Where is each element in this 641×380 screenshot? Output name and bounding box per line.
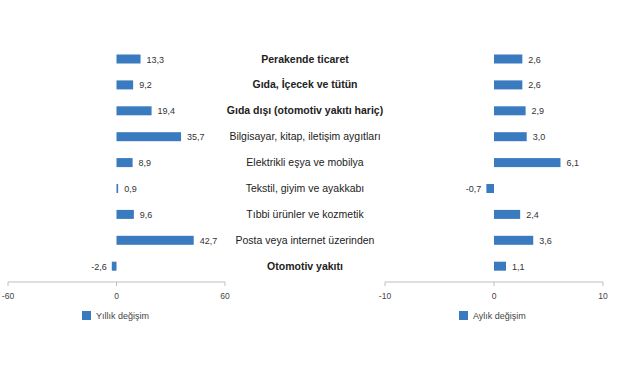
bar: [117, 184, 119, 193]
bar: [494, 210, 520, 219]
category-label: Tıbbi ürünler ve kozmetik: [246, 208, 364, 220]
data-label: 13,3: [147, 55, 165, 65]
data-label: 19,4: [158, 106, 176, 116]
data-label: 2,9: [532, 106, 545, 116]
category-label: Posta veya internet üzerinden: [236, 234, 375, 246]
data-labels: 13,3 9,2 19,4 35,7 8,9 0,9 9,6 42,7 -2,6: [91, 55, 217, 272]
data-label: 6,1: [566, 158, 579, 168]
tick: [385, 282, 386, 286]
panel: -10 0 10 2,6 2,6 2,9 3,0 6,1 -0,7 2,4 3,6 1,1 Aylık …: [379, 55, 608, 322]
bar: [117, 210, 134, 219]
bar: [494, 158, 560, 167]
bar: [494, 132, 527, 141]
bar: [112, 262, 117, 271]
data-label: -2,6: [91, 262, 107, 272]
legend-label: Aylık değişim: [473, 311, 526, 321]
data-label: 0,9: [124, 184, 137, 194]
bar: [117, 55, 141, 64]
data-label: 2,4: [526, 210, 539, 220]
bars: [486, 55, 560, 271]
tick: [494, 282, 495, 286]
category-label: Gıda dışı (otomotiv yakıtı hariç): [227, 104, 383, 116]
data-label: 3,0: [533, 132, 546, 142]
legend: Aylık değişim: [459, 311, 526, 321]
data-label: 1,1: [512, 262, 525, 272]
data-labels: 2,6 2,6 2,9 3,0 6,1 -0,7 2,4 3,6 1,1: [466, 55, 579, 272]
bar: [494, 106, 526, 115]
bar: [117, 236, 194, 245]
data-label: 8,9: [139, 158, 152, 168]
tick-label: 0: [492, 291, 497, 301]
bar: [494, 236, 533, 245]
legend: Yıllık değişim: [82, 311, 149, 321]
tick: [603, 282, 604, 286]
category-label: Elektrikli eşya ve mobilya: [246, 156, 363, 168]
tick-label: 0: [114, 291, 119, 301]
data-label: 9,6: [140, 210, 153, 220]
tick-label: -60: [2, 291, 15, 301]
tick-label: -10: [379, 291, 392, 301]
bar: [117, 132, 182, 141]
chart: Perakende ticaret Gıda, İçecek ve tütün Gı…: [0, 0, 641, 380]
data-label: 3,6: [539, 236, 552, 246]
category-label: Tekstil, giyim ve ayakkabı: [246, 182, 364, 194]
bar: [117, 106, 152, 115]
data-label: 2,6: [528, 80, 541, 90]
category-label: Gıda, İçecek ve tütün: [252, 78, 357, 90]
bar: [494, 55, 522, 64]
bar: [494, 80, 522, 89]
data-label: 2,6: [528, 55, 541, 65]
data-label: 35,7: [187, 132, 205, 142]
tick-label: 60: [220, 291, 230, 301]
data-label: -0,7: [466, 184, 482, 194]
bar: [117, 80, 134, 89]
bar: [117, 158, 133, 167]
tick-label: 10: [598, 291, 608, 301]
data-label: 42,7: [200, 236, 218, 246]
bar: [486, 184, 494, 193]
bar: [494, 262, 506, 271]
legend-swatch: [459, 311, 468, 320]
tick: [116, 282, 117, 286]
category-label: Perakende ticaret: [261, 53, 349, 65]
legend-swatch: [82, 311, 91, 320]
bars: [112, 55, 194, 271]
data-label: 9,2: [139, 80, 152, 90]
category-labels: Perakende ticaret Gıda, İçecek ve tütün Gı…: [227, 53, 383, 272]
panel: -60 0 60 13,3 9,2 19,4 35,7 8,9 0,9 9,6 42,7 -2,6 Yı…: [2, 55, 230, 322]
category-label: Otomotiv yakıtı: [267, 260, 343, 272]
category-label: Bilgisayar, kitap, iletişim aygıtları: [229, 130, 380, 142]
legend-label: Yıllık değişim: [96, 311, 149, 321]
tick: [225, 282, 226, 286]
tick: [8, 282, 9, 286]
